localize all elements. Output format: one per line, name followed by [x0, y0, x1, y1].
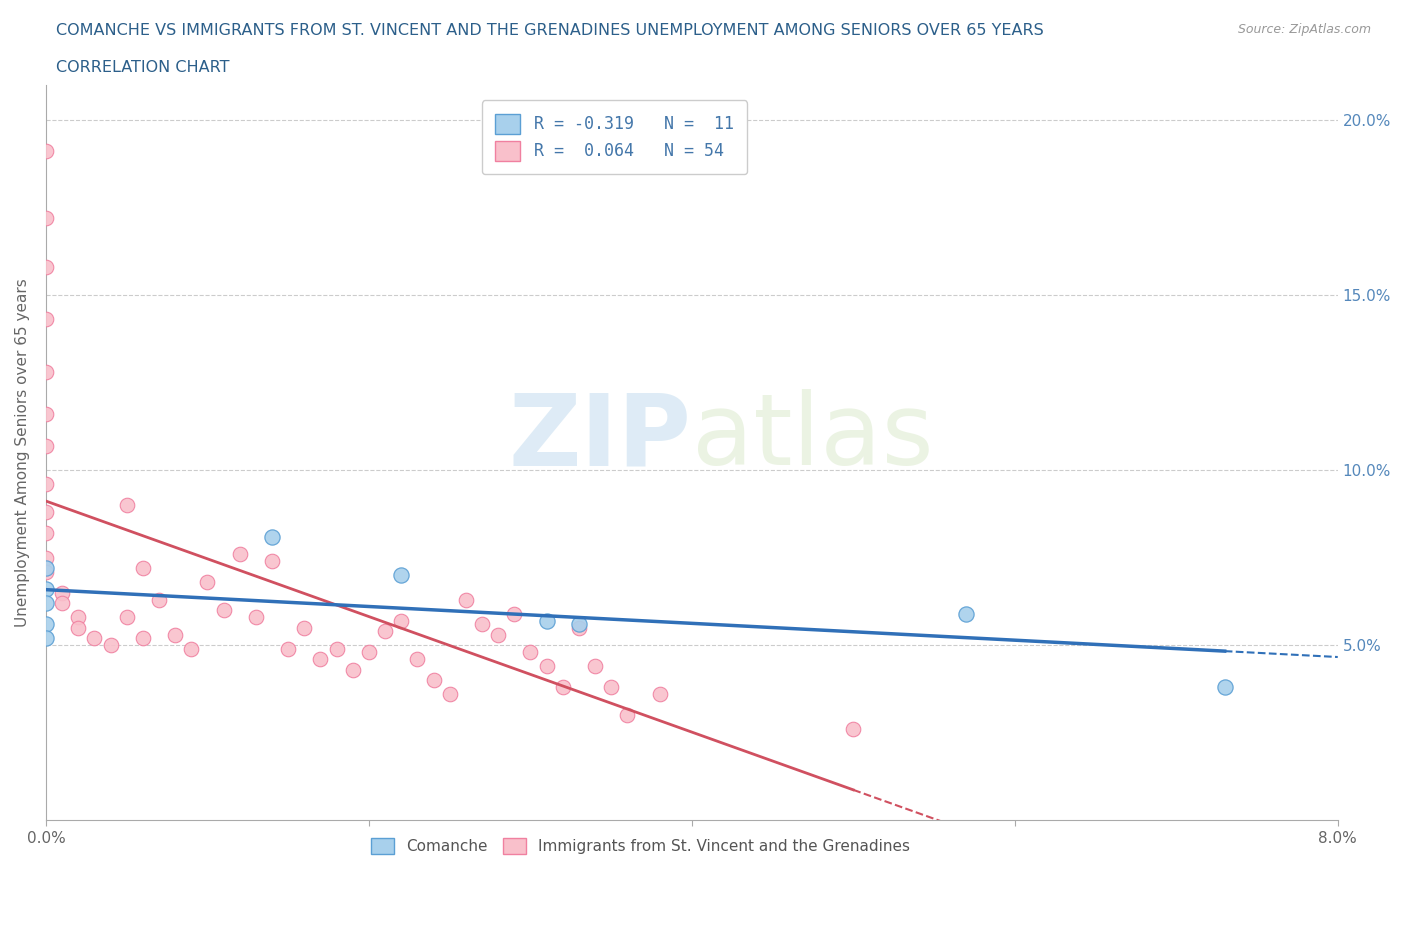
Point [51, 596, 73, 611]
Point [35, 505, 58, 520]
Point [35, 596, 58, 611]
Point [180, 641, 202, 656]
Point [374, 624, 396, 639]
Point [100, 638, 122, 653]
Point [1213, 680, 1236, 695]
Point [148, 592, 170, 607]
Point [842, 722, 865, 737]
Point [568, 620, 591, 635]
Point [35, 617, 58, 631]
Point [389, 613, 412, 628]
Point [35, 581, 58, 596]
Point [229, 547, 252, 562]
Y-axis label: Unemployment Among Seniors over 65 years: Unemployment Among Seniors over 65 years [15, 278, 30, 627]
Point [357, 644, 380, 659]
Point [67, 610, 90, 625]
Point [422, 672, 444, 687]
Point [35, 476, 58, 491]
Point [260, 529, 283, 544]
Point [35, 210, 58, 225]
Point [536, 658, 558, 673]
Point [35, 312, 58, 326]
Point [132, 561, 155, 576]
Point [536, 613, 558, 628]
Point [260, 553, 283, 568]
Point [277, 641, 299, 656]
Point [519, 644, 541, 659]
Point [292, 620, 315, 635]
Point [35, 259, 58, 274]
Point [325, 641, 347, 656]
Point [35, 144, 58, 159]
Point [35, 406, 58, 421]
Point [406, 652, 429, 667]
Text: Source: ZipAtlas.com: Source: ZipAtlas.com [1237, 23, 1371, 36]
Point [309, 652, 332, 667]
Point [648, 686, 671, 701]
Point [212, 603, 235, 618]
Point [35, 561, 58, 576]
Point [115, 610, 138, 625]
Point [583, 658, 606, 673]
Point [165, 627, 187, 642]
Point [35, 631, 58, 645]
Legend: Comanche, Immigrants from St. Vincent and the Grenadines: Comanche, Immigrants from St. Vincent an… [364, 832, 915, 860]
Point [568, 617, 591, 631]
Point [245, 610, 267, 625]
Point [35, 525, 58, 540]
Point [389, 567, 412, 582]
Point [35, 565, 58, 579]
Text: ZIP: ZIP [509, 390, 692, 486]
Point [67, 620, 90, 635]
Point [197, 575, 219, 590]
Point [600, 680, 623, 695]
Point [51, 585, 73, 600]
Point [35, 438, 58, 453]
Point [551, 680, 574, 695]
Point [35, 551, 58, 565]
Point [439, 686, 461, 701]
Point [342, 662, 364, 677]
Point [83, 631, 105, 645]
Text: CORRELATION CHART: CORRELATION CHART [56, 60, 229, 75]
Point [115, 498, 138, 512]
Text: atlas: atlas [692, 390, 934, 486]
Point [616, 708, 638, 723]
Text: COMANCHE VS IMMIGRANTS FROM ST. VINCENT AND THE GRENADINES UNEMPLOYMENT AMONG SE: COMANCHE VS IMMIGRANTS FROM ST. VINCENT … [56, 23, 1045, 38]
Point [471, 617, 494, 631]
Point [503, 606, 526, 621]
Point [486, 627, 509, 642]
Point [132, 631, 155, 645]
Point [35, 365, 58, 379]
Point [454, 592, 477, 607]
Point [955, 606, 977, 621]
